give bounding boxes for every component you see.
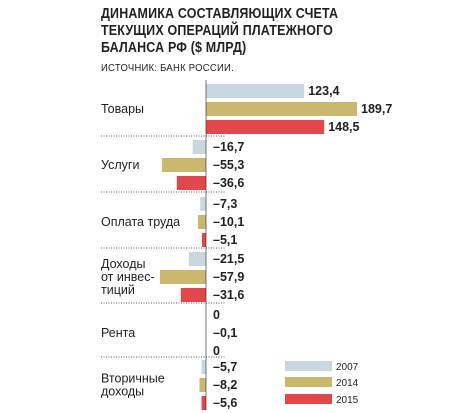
value-label: –55,3: [213, 158, 244, 172]
bar: [206, 120, 325, 134]
bar: [176, 176, 206, 190]
bar: [159, 270, 206, 284]
bar: [201, 233, 206, 247]
bar: [206, 102, 357, 116]
value-label: 189,7: [361, 102, 392, 116]
legend-swatch: [285, 394, 332, 404]
legend-swatch: [285, 361, 332, 371]
bar: [192, 140, 206, 154]
value-label: –5,1: [213, 233, 237, 247]
category-label: Товары: [101, 102, 144, 116]
bar: [206, 84, 305, 98]
bar: [200, 197, 206, 211]
value-label: –10,1: [213, 215, 244, 229]
value-label: 123,4: [308, 84, 339, 98]
category-label: Доходы: [101, 257, 145, 271]
category-label: от инвес-: [101, 270, 155, 284]
value-label: –5,6: [213, 396, 237, 410]
category-label: доходы: [101, 385, 144, 399]
legend-label: 2007: [336, 362, 359, 373]
value-label: 148,5: [328, 120, 359, 134]
chart-title-line: ДИНАМИКА СОСТАВЛЯЮЩИХ СЧЕТА: [101, 6, 339, 22]
chart-source: ИСТОЧНИК: БАНК РОССИИ.: [101, 62, 234, 74]
value-label: –0,1: [213, 326, 237, 340]
category-label: Услуги: [101, 158, 139, 172]
category-label: тиций: [101, 283, 135, 297]
category-label: Рента: [101, 326, 135, 340]
chart-title-line: ТЕКУЩИХ ОПЕРАЦИЙ ПЛАТЕЖНОГО: [101, 23, 334, 39]
bar: [180, 288, 206, 302]
value-label: –5,7: [213, 360, 237, 374]
chart-title: ДИНАМИКА СОСТАВЛЯЮЩИХ СЧЕТА ТЕКУЩИХ ОПЕР…: [101, 6, 402, 57]
value-label: –57,9: [213, 270, 244, 284]
category-label: Вторичные: [101, 372, 165, 386]
value-label: –7,3: [213, 197, 237, 211]
category-label: Оплата труда: [101, 215, 180, 229]
bar: [201, 396, 206, 410]
value-label: –31,6: [213, 288, 244, 302]
value-label: 0: [213, 308, 220, 322]
bar: [161, 158, 206, 172]
chart-title-line: БАЛАНСА РФ ($ МЛРД): [101, 40, 247, 56]
bar: [197, 215, 206, 229]
value-label: –16,7: [213, 140, 244, 154]
value-label: 0: [213, 344, 220, 358]
legend-swatch: [285, 377, 332, 387]
bar: [199, 378, 206, 392]
value-label: –21,5: [213, 252, 244, 266]
value-label: –36,6: [213, 176, 244, 190]
legend-label: 2015: [336, 395, 359, 406]
bar: [201, 360, 206, 374]
legend-label: 2014: [336, 378, 359, 389]
bar: [188, 252, 206, 266]
value-label: –8,2: [213, 378, 237, 392]
